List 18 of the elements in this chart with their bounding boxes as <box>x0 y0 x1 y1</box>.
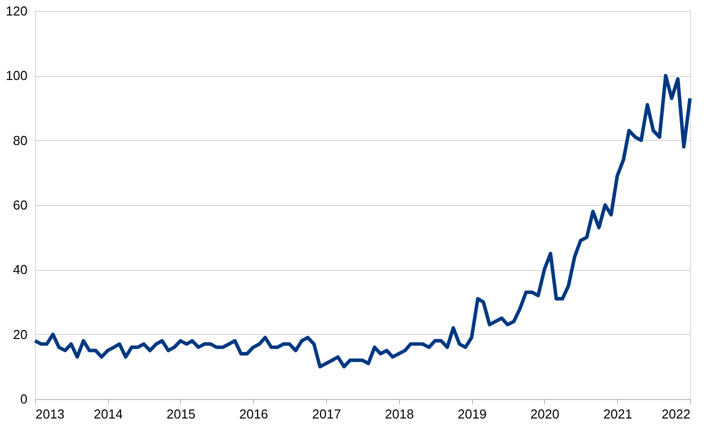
line-series <box>33 74 692 368</box>
x-tick-label: 2013 <box>36 406 64 422</box>
x-tick-label: 2020 <box>530 406 560 422</box>
y-tick-label: 60 <box>13 198 28 212</box>
x-tick-label: 2016 <box>239 406 268 422</box>
y-tick-label: 120 <box>6 4 28 18</box>
x-tick-label: 2022 <box>662 406 690 422</box>
x-tick-label: 2015 <box>166 406 196 422</box>
y-tick-label: 100 <box>6 68 28 84</box>
x-tick-label: 2021 <box>603 406 632 422</box>
y-tick-label: 20 <box>13 326 28 342</box>
x-tick-label: 2018 <box>384 406 414 422</box>
x-tick-label: 2019 <box>458 406 487 422</box>
x-tick-label: 2014 <box>94 406 123 422</box>
x-tick-label: 2017 <box>312 406 342 422</box>
y-tick-label: 0 <box>20 392 28 406</box>
y-tick-label: 40 <box>13 262 28 278</box>
y-tick-label: 80 <box>13 132 28 148</box>
